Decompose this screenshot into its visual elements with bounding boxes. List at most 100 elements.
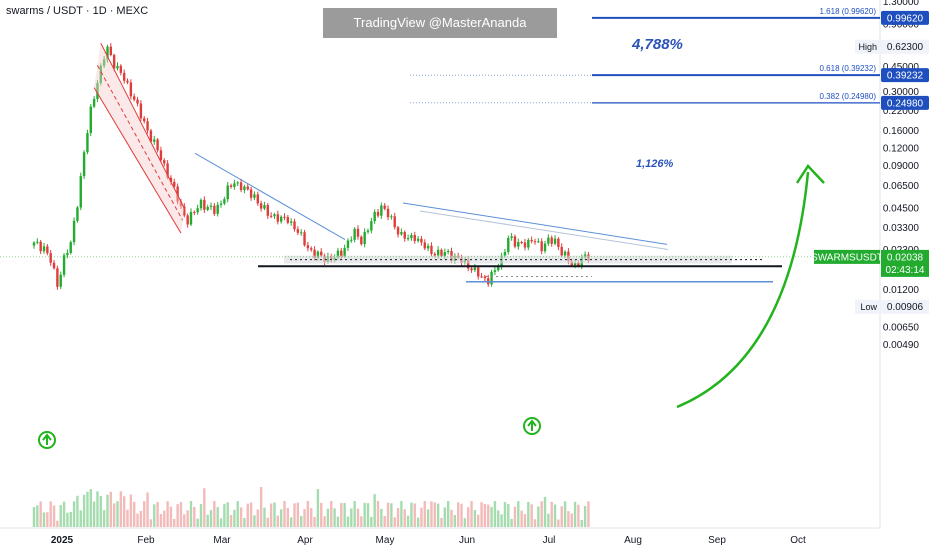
candle-body	[313, 249, 316, 259]
candle-body	[169, 177, 173, 182]
candle-body	[183, 206, 186, 216]
volume-bar	[46, 512, 49, 527]
price-tag-text: 0.39232	[887, 71, 924, 82]
x-tick-label: Feb	[137, 535, 155, 546]
candle-body	[346, 240, 350, 248]
volume-bar	[286, 507, 290, 527]
candle-body	[303, 232, 306, 246]
candle-body	[320, 251, 323, 256]
volume-bar	[169, 506, 173, 527]
price-tag	[881, 10, 929, 25]
volume-bar	[500, 514, 503, 527]
volume-bar	[136, 513, 139, 527]
price-tag-label-bg	[855, 299, 880, 314]
volume-bar	[89, 489, 92, 527]
candle-body	[473, 267, 477, 271]
trendline-mar-apr	[194, 152, 346, 241]
candle-body	[380, 205, 383, 216]
candle-body	[199, 199, 203, 209]
fib-level-label: 0.382 (0.24980)	[820, 92, 877, 101]
volume-bar	[279, 509, 283, 527]
candle-body	[153, 139, 156, 142]
volume-bar	[363, 502, 366, 527]
candle-body	[259, 203, 263, 209]
projection-arrow	[676, 171, 810, 409]
candle-body	[99, 65, 102, 84]
candle-body	[233, 183, 236, 187]
candle-body	[480, 276, 483, 278]
volume-bar	[259, 487, 263, 527]
volume-bar	[300, 515, 303, 527]
volume-bar	[467, 507, 470, 527]
volume-bar	[343, 502, 346, 527]
candle-body	[336, 250, 340, 258]
volume-bar	[196, 518, 199, 527]
volume-bar	[460, 503, 463, 527]
y-tick-label: 0.12000	[883, 143, 920, 154]
volume-bar	[513, 506, 517, 527]
candle-body	[246, 186, 249, 190]
volume-bar	[416, 517, 420, 527]
candle-body	[139, 103, 143, 119]
candle-body	[186, 215, 189, 225]
volume-bar	[253, 515, 256, 527]
volume-bar	[102, 509, 106, 527]
candle-body	[146, 121, 149, 131]
volume-bar	[323, 516, 326, 527]
volume-bar	[62, 501, 66, 527]
candle-body	[340, 250, 343, 257]
candle-body	[350, 239, 353, 241]
volume-bar	[450, 509, 453, 527]
candle-body	[46, 246, 49, 254]
candle-body	[426, 245, 430, 249]
candle-body	[376, 211, 380, 216]
volume-bar	[183, 514, 186, 527]
x-tick-label: Apr	[297, 535, 313, 546]
current-symbol-text: SWARMSUSDT	[811, 252, 883, 263]
volume-bar	[473, 510, 477, 527]
volume-bar	[530, 504, 533, 527]
candle-body	[72, 220, 76, 243]
price-tag-label: Low	[860, 302, 877, 312]
volume-bar	[39, 501, 42, 527]
volume-bar	[390, 503, 393, 527]
candle-body	[537, 241, 540, 243]
candle-body	[300, 232, 303, 234]
volume-bar	[293, 503, 296, 527]
candle-body	[446, 250, 450, 253]
volume-bar	[543, 496, 547, 527]
candle-body	[32, 242, 36, 246]
volume-bar	[316, 489, 320, 527]
volume-bar	[553, 504, 557, 527]
x-tick-label: Jun	[459, 535, 475, 546]
volume-bar	[109, 491, 113, 527]
candle-body	[92, 99, 96, 107]
volume-bar	[497, 510, 500, 527]
candle-body	[166, 163, 169, 178]
volume-bar	[216, 507, 219, 527]
volume-bar	[166, 501, 169, 527]
volume-bar	[283, 501, 286, 527]
x-tick-label: May	[376, 535, 395, 546]
candle-body	[573, 262, 577, 266]
candle-body	[216, 204, 219, 214]
volume-bar	[410, 502, 413, 527]
candle-body	[520, 242, 523, 244]
volume-bar	[173, 518, 176, 527]
volume-bar	[537, 506, 540, 527]
candle-body	[470, 268, 473, 271]
volume-bar	[456, 502, 460, 527]
up-arrow-icon	[42, 433, 52, 445]
volume-bar	[303, 509, 306, 527]
candle-body	[229, 185, 233, 187]
volume-bar	[340, 503, 343, 527]
volume-bar	[59, 505, 62, 527]
candle-body	[102, 59, 106, 66]
candle-body	[209, 205, 213, 207]
volume-bar	[356, 508, 360, 527]
volume-bar	[69, 511, 72, 527]
candle-body	[249, 189, 253, 198]
volume-bar	[336, 516, 340, 527]
